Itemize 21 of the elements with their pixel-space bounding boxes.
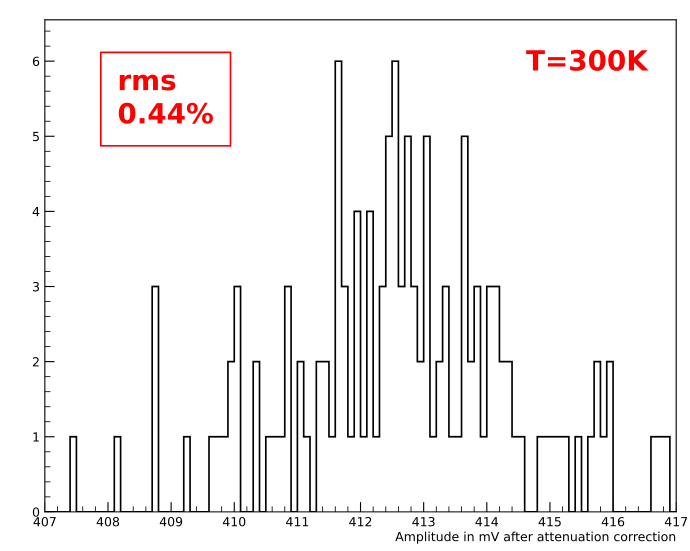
x-tick-label: 413 <box>412 516 435 526</box>
y-tick-label: 0 <box>32 507 40 517</box>
y-tick-label: 1 <box>33 432 39 442</box>
y-tick-label: 5 <box>33 132 39 142</box>
y-tick-label: 3 <box>32 282 39 292</box>
y-tick-label: 4 <box>32 207 40 216</box>
y-tick-label: 6 <box>32 56 40 66</box>
x-tick-label: 414 <box>475 517 498 526</box>
x-tick-label: 415 <box>538 517 561 526</box>
x-tick-label: 417 <box>664 517 688 526</box>
x-axis-title: Amplitude in mV after attenuation correction <box>395 532 676 544</box>
annotation: T=300K <box>526 50 649 71</box>
annotation: rms 0.44% <box>118 74 213 124</box>
x-tick-label: 409 <box>160 516 182 526</box>
x-tick-label: 411 <box>286 517 308 526</box>
y-tick-label: 2 <box>32 357 39 366</box>
x-tick-label: 407 <box>34 516 56 526</box>
x-tick-label: 408 <box>96 516 120 526</box>
x-tick-label: 410 <box>222 516 246 526</box>
x-tick-label: 416 <box>602 516 624 526</box>
x-tick-label: 412 <box>349 516 372 526</box>
